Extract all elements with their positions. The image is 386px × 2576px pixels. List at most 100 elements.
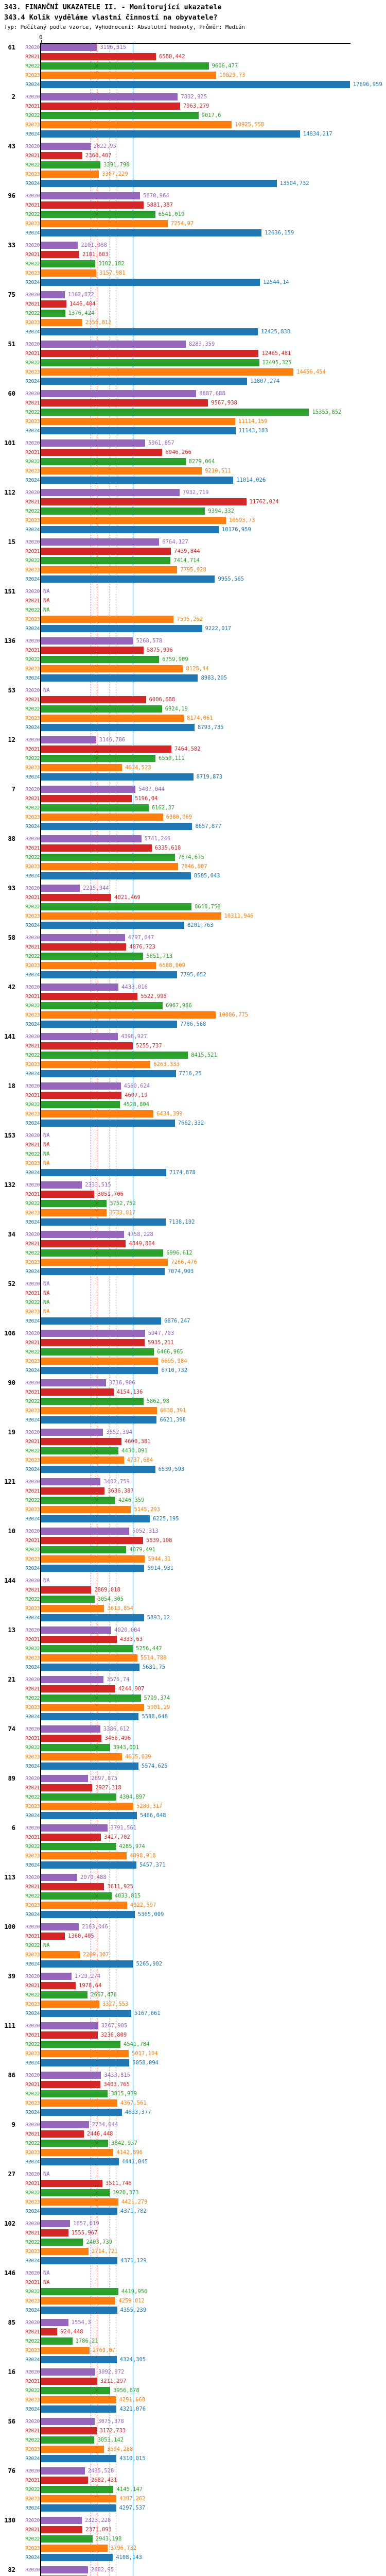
series-label: R2022: [25, 1547, 40, 1553]
value-label: 2070,488: [80, 1874, 107, 1880]
value-label: 5052,313: [132, 1528, 159, 1534]
bar-group-53: 53 R2020 NA R2021 6006,688 R2022 6924,19 R2023 8…: [0, 686, 386, 732]
bar-group-21: 21 R2020 3575,74 R2021 4244,907 R2022 5709,374…: [0, 1675, 386, 1721]
value-label: 3611,925: [107, 1884, 133, 1890]
value-label: 5514,788: [140, 1655, 167, 1661]
bar-group-42: 42 R2020 4433,016 R2021 5522,995 R2022 6967,98…: [0, 982, 386, 1029]
bar-row: R2021 NA: [0, 2278, 386, 2287]
series-label: R2021: [25, 895, 40, 901]
series-label: R2024: [25, 230, 40, 236]
bar-group-9: 9 R2020 2734,044 R2021 2446,448 R2022 3842,937…: [0, 2120, 386, 2166]
bar-row: R2024 5457,371: [0, 1860, 386, 1870]
bar-row: R2021 1555,967: [0, 2228, 386, 2238]
bar-r2024: [41, 1861, 136, 1869]
group-label: 111: [4, 2022, 15, 2029]
series-label: R2022: [25, 2437, 40, 2443]
bar-group-18: 18 R2020 4560,624 R2021 4607,19 R2022 4528,804…: [0, 1081, 386, 1128]
bar-row: R2023 8128,44: [0, 664, 386, 673]
series-label: R2023: [25, 221, 40, 227]
series-label: R2024: [25, 626, 40, 632]
bar-r2022: [41, 1596, 95, 1603]
series-label: R2022: [25, 1399, 40, 1404]
bar-r2023: [41, 715, 184, 722]
group-label: 93: [8, 885, 15, 892]
group-label: 13: [8, 1626, 15, 1634]
bar-r2023: [41, 1358, 158, 1365]
value-label: 7786,568: [180, 1021, 206, 1027]
series-label: R2021: [25, 2181, 40, 2187]
series-label: R2024: [25, 1714, 40, 1720]
value-label: 2682,431: [91, 2477, 117, 2483]
value-label: 3211,297: [100, 2378, 127, 2384]
value-label: 5881,387: [147, 202, 173, 208]
bar-row: R2023 2356,812: [0, 318, 386, 327]
series-label: R2023: [25, 1705, 40, 1710]
series-label: R2021: [25, 1686, 40, 1692]
series-label: R2022: [25, 113, 40, 118]
series-label: R2022: [25, 1498, 40, 1503]
series-label: R2024: [25, 131, 40, 137]
bar-group-75: 75 R2020 1362,872 R2021 1446,404 R2022 1376,42…: [0, 290, 386, 336]
value-label: 3796,732: [110, 2545, 137, 2551]
bar-row: 151 R2020 NA: [0, 587, 386, 596]
bar-r2022: [41, 211, 155, 218]
bar-r2024: [41, 971, 178, 978]
series-label: R2023: [25, 1161, 40, 1166]
group-label: 6: [11, 1824, 15, 1832]
series-label: R2021: [25, 1538, 40, 1544]
value-label: 6162,37: [151, 805, 175, 811]
x-axis: [41, 43, 350, 44]
series-label: R2022: [25, 2190, 40, 2196]
bar-row: R2024 8657,877: [0, 822, 386, 831]
value-label: 6263,333: [153, 1061, 180, 1067]
bar-row: R2024 8983,205: [0, 673, 386, 683]
value-label: 5574,625: [141, 1763, 168, 1769]
value-label: 3427,702: [104, 1834, 130, 1840]
value-label: 6876,247: [164, 1318, 190, 1324]
series-label: R2024: [25, 478, 40, 483]
group-label: 15: [8, 538, 15, 546]
value-label: 2215,944: [83, 885, 109, 891]
value-label: 5851,713: [146, 953, 172, 959]
value-label: 9210,511: [205, 468, 231, 474]
bar-row: R2023 6695,984: [0, 1357, 386, 1366]
na-label: NA: [43, 1942, 50, 1948]
bar-r2022: [41, 1744, 110, 1751]
value-label: 4560,624: [124, 1083, 150, 1089]
bar-r2020: [41, 93, 178, 100]
bar-row: 136 R2020 5268,578: [0, 636, 386, 646]
bar-r2022: [41, 1694, 141, 1702]
bar-r2020: [41, 1824, 108, 1832]
bar-row: R2024 4371,782: [0, 2207, 386, 2216]
bar-row: R2023 7846,807: [0, 862, 386, 871]
bar-row: R2024 4297,537: [0, 2503, 386, 2513]
series-label: R2022: [25, 1250, 40, 1256]
value-label: 924,448: [60, 2329, 83, 2335]
series-label: R2020: [25, 1924, 40, 1930]
bar-row: R2021 5522,995: [0, 992, 386, 1001]
bar-row: R2023 5145,293: [0, 1505, 386, 1514]
bar-row: R2022 4879,491: [0, 1545, 386, 1554]
series-label: R2024: [25, 1467, 40, 1472]
series-label: R2022: [25, 904, 40, 910]
value-label: 6335,618: [154, 845, 181, 851]
bar-row: R2023 10006,775: [0, 1010, 386, 1020]
value-label: 6541,019: [158, 211, 185, 217]
series-label: R2024: [25, 1269, 40, 1275]
bar-r2023: [41, 1011, 216, 1019]
series-label: R2020: [25, 1825, 40, 1831]
bar-r2024: [41, 823, 192, 830]
value-label: 4244,907: [118, 1686, 145, 1692]
bar-row: R2023 4259,012: [0, 2296, 386, 2306]
bar-row: R2022 4541,784: [0, 2040, 386, 2049]
bar-row: R2022 6466,965: [0, 1347, 386, 1357]
series-label: R2020: [25, 1034, 40, 1040]
bar-r2020: [41, 2220, 71, 2227]
value-label: 3403,765: [103, 2081, 130, 2088]
series-label: R2021: [25, 400, 40, 406]
series-label: R2022: [25, 607, 40, 613]
bar-r2024: [41, 130, 300, 138]
series-label: R2021: [25, 351, 40, 357]
value-label: 1978,64: [79, 1982, 102, 1989]
series-label: R2020: [25, 589, 40, 595]
